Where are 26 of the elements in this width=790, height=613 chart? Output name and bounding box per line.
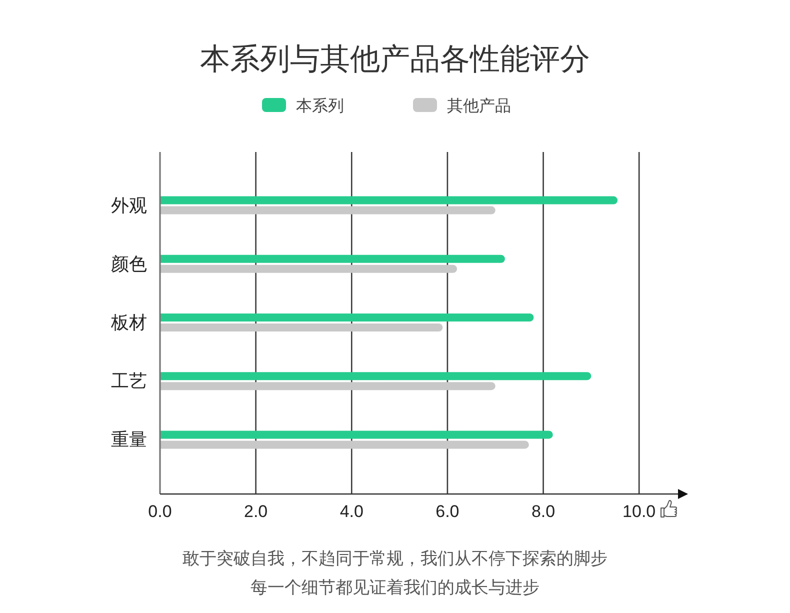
bar	[160, 440, 529, 449]
x-tick-label: 6.0	[436, 502, 460, 521]
bar	[160, 324, 443, 332]
y-tick-label: 重量	[111, 430, 147, 450]
x-tick-label: 2.0	[244, 502, 268, 521]
bar	[160, 314, 534, 322]
bar	[160, 206, 496, 214]
x-tick-label: 0.0	[148, 502, 172, 521]
chart-title: 本系列与其他产品各性能评分	[200, 43, 590, 76]
bar	[160, 254, 505, 263]
y-tick-label: 颜色	[111, 254, 147, 274]
bar	[160, 196, 618, 204]
y-tick-label: 外观	[111, 195, 147, 216]
x-tick-label: 8.0	[531, 502, 556, 521]
bar	[160, 264, 458, 273]
legend-label: 其他产品	[447, 97, 511, 115]
y-tick-label: 工艺	[111, 371, 147, 392]
bar	[160, 372, 592, 380]
bar	[160, 430, 553, 439]
text: 敢于突破自我，不趋同于常规，我们从不停下探索的脚步	[182, 549, 608, 568]
x-tick-label: 10.0	[622, 502, 656, 521]
x-tick-label: 4.0	[340, 502, 364, 521]
legend-label: 本系列	[296, 97, 344, 115]
bar	[160, 382, 496, 390]
y-tick-label: 板材	[110, 312, 147, 332]
text: 每一个细节都见证着我们的成长与进步	[250, 578, 540, 597]
